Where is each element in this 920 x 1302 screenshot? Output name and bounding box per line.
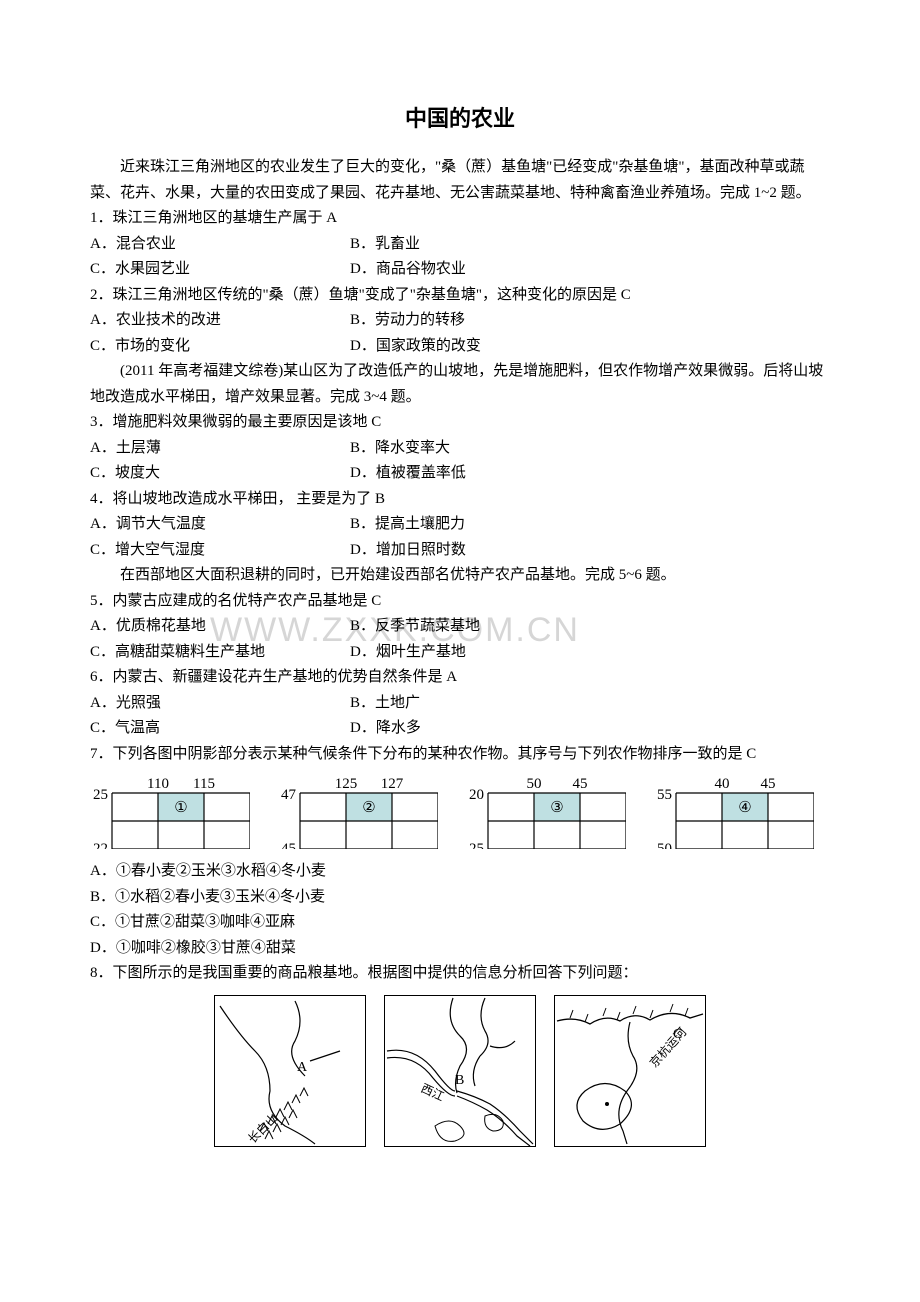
q1-options-2: C．水果园艺业 D．商品谷物农业 [90,257,830,283]
svg-text:50: 50 [657,841,672,849]
svg-text:115: 115 [193,776,215,792]
question-4: 4．将山坡地改造成水平梯田， 主要是为了 B [90,487,830,513]
q4-options-1: A．调节大气温度 B．提高土壤肥力 [90,512,830,538]
document-page: 中国的农业 近来珠江三角洲地区的农业发生了巨大的变化，"桑（蔗）基鱼塘"已经变成… [0,0,920,1187]
q1-opt-a: A．混合农业 [90,232,350,258]
q5-options-1: WWW.ZXXK.COM.CN A．优质棉花基地 B．反季节蔬菜基地 [90,614,830,640]
maps-row: A 长白山 西江 [90,995,830,1147]
q5-opt-c: C．高糖甜菜糖料生产基地 [90,640,350,666]
q6-opt-a: A．光照强 [90,691,350,717]
q4-options-2: C．增大空气湿度 D．增加日照时数 [90,538,830,564]
grid-chart-4: 40 45 55 50 ④ [654,773,814,849]
q2-options-1: A．农业技术的改进 B．劳动力的转移 [90,308,830,334]
question-8: 8．下图所示的是我国重要的商品粮基地。根据图中提供的信息分析回答下列问题： [90,961,830,987]
map-label-a: A [297,1060,308,1075]
q6-options-2: C．气温高 D．降水多 [90,716,830,742]
river-jinghang: 京杭运河 [646,1024,689,1070]
q4-opt-a: A．调节大气温度 [90,512,350,538]
svg-text:125: 125 [335,776,358,792]
svg-text:25: 25 [469,841,484,849]
map-label-c: C [673,1027,682,1042]
map-label-b: B [455,1073,464,1088]
svg-text:127: 127 [381,776,404,792]
q2-options-2: C．市场的变化 D．国家政策的改变 [90,334,830,360]
question-7: 7．下列各图中阴影部分表示某种气候条件下分布的某种农作物。其序号与下列农作物排序… [90,742,830,768]
q6-options-1: A．光照强 B．土地广 [90,691,830,717]
q6-opt-d: D．降水多 [350,716,830,742]
svg-text:50: 50 [527,776,542,792]
svg-text:22: 22 [93,841,108,849]
q5-options-2: C．高糖甜菜糖料生产基地 D．烟叶生产基地 [90,640,830,666]
charts-row: 110 115 25 22 ① 125 127 47 45 ② 50 45 20 25 ③ 40 45 55 50 ④ [90,773,830,849]
q3-opt-c: C．坡度大 [90,461,350,487]
q7-opt-d: D．①咖啡②橡胶③甘蔗④甜菜 [90,936,830,962]
map-a: A 长白山 [214,995,366,1147]
q1-opt-d: D．商品谷物农业 [350,257,830,283]
intro-3: 在西部地区大面积退耕的同时，已开始建设西部名优特产农产品基地。完成 5~6 题。 [90,563,830,589]
q6-opt-b: B．土地广 [350,691,830,717]
svg-text:45: 45 [573,776,588,792]
grid-chart-1: 110 115 25 22 ① [90,773,250,849]
svg-text:40: 40 [715,776,730,792]
page-title: 中国的农业 [90,100,830,137]
intro-2: (2011 年高考福建文综卷)某山区为了改造低产的山坡地，先是增施肥料，但农作物… [90,359,830,410]
svg-text:①: ① [174,800,187,816]
svg-text:45: 45 [761,776,776,792]
q7-opt-b: B．①水稻②春小麦③玉米④冬小麦 [90,885,830,911]
svg-text:②: ② [362,800,375,816]
svg-text:47: 47 [281,787,297,803]
svg-text:45: 45 [281,841,296,849]
q3-opt-b: B．降水变率大 [350,436,830,462]
q1-options-1: A．混合农业 B．乳畜业 [90,232,830,258]
svg-text:④: ④ [738,800,751,816]
q4-opt-d: D．增加日照时数 [350,538,830,564]
q6-opt-c: C．气温高 [90,716,350,742]
q2-opt-c: C．市场的变化 [90,334,350,360]
svg-text:③: ③ [550,800,563,816]
q7-opt-c: C．①甘蔗②甜菜③咖啡④亚麻 [90,910,830,936]
q4-opt-c: C．增大空气湿度 [90,538,350,564]
q4-opt-b: B．提高土壤肥力 [350,512,830,538]
intro-1: 近来珠江三角洲地区的农业发生了巨大的变化，"桑（蔗）基鱼塘"已经变成"杂基鱼塘"… [90,155,830,206]
grid-chart-2: 125 127 47 45 ② [278,773,438,849]
q7-opt-a: A．①春小麦②玉米③水稻④冬小麦 [90,859,830,885]
grid-chart-3: 50 45 20 25 ③ [466,773,626,849]
svg-text:25: 25 [93,787,108,803]
question-2: 2．珠江三角洲地区传统的"桑（蔗）鱼塘"变成了"杂基鱼塘"，这种变化的原因是 C [90,283,830,309]
q3-opt-a: A．土层薄 [90,436,350,462]
svg-text:110: 110 [147,776,169,792]
question-6: 6．内蒙古、新疆建设花卉生产基地的优势自然条件是 A [90,665,830,691]
map-b: 西江 B [384,995,536,1147]
q2-opt-a: A．农业技术的改进 [90,308,350,334]
q3-options-2: C．坡度大 D．植被覆盖率低 [90,461,830,487]
map-c: 京杭运河 C [554,995,706,1147]
q1-opt-b: B．乳畜业 [350,232,830,258]
q1-opt-c: C．水果园艺业 [90,257,350,283]
q2-opt-b: B．劳动力的转移 [350,308,830,334]
svg-text:55: 55 [657,787,672,803]
q2-opt-d: D．国家政策的改变 [350,334,830,360]
q5-opt-a: A．优质棉花基地 [90,614,350,640]
river-xijiang: 西江 [419,1081,447,1104]
q3-options-1: A．土层薄 B．降水变率大 [90,436,830,462]
q5-opt-d: D．烟叶生产基地 [350,640,830,666]
q5-opt-b: B．反季节蔬菜基地 [350,614,830,640]
question-5: 5．内蒙古应建成的名优特产农产品基地是 C [90,589,830,615]
svg-text:20: 20 [469,787,484,803]
q3-opt-d: D．植被覆盖率低 [350,461,830,487]
question-3: 3．增施肥料效果微弱的最主要原因是该地 C [90,410,830,436]
question-1: 1．珠江三角洲地区的基塘生产属于 A [90,206,830,232]
